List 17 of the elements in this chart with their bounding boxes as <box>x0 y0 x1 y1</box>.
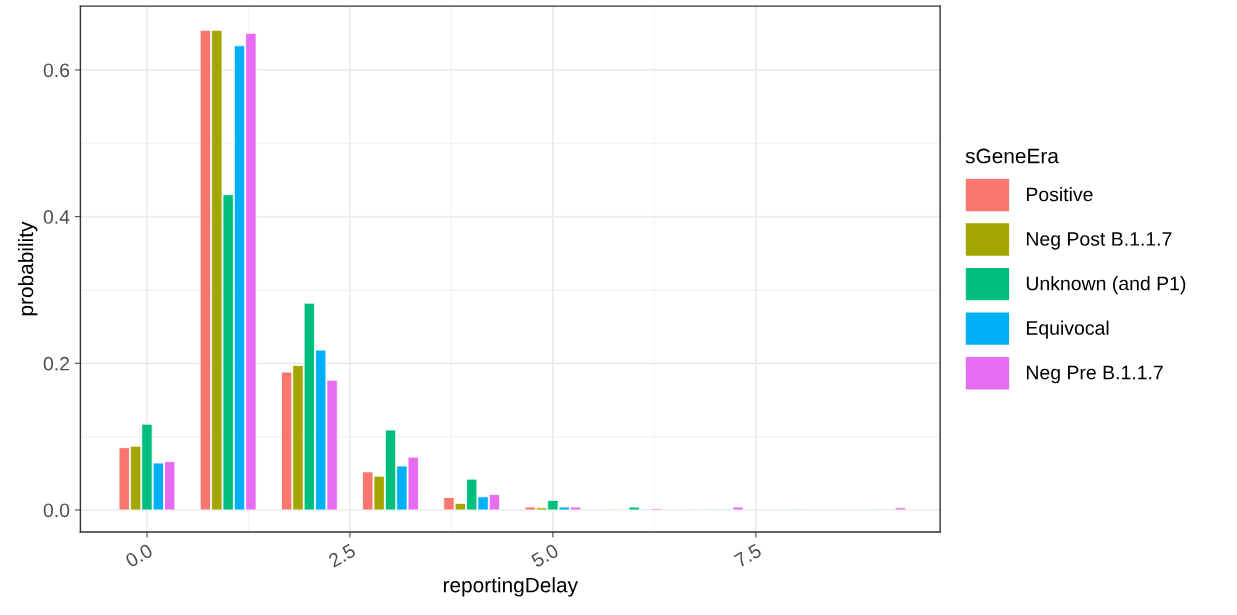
x-tick-label: 5.0 <box>530 543 560 568</box>
y-tick-label: 0.2 <box>43 356 70 371</box>
legend-title: sGeneEra <box>965 148 1059 164</box>
legend-label: Neg Post B.1.1.7 <box>1026 232 1172 250</box>
legend-label: Equivocal <box>1026 320 1109 339</box>
legend-label: Positive <box>1026 187 1093 202</box>
x-axis-title: reportingDelay <box>443 577 578 597</box>
bar <box>894 507 906 511</box>
y-tick-label: 0.0 <box>43 503 70 518</box>
x-tick-label: 0.0 <box>124 543 154 568</box>
y-tick-label: 0.6 <box>43 63 70 78</box>
x-tick-label: 7.5 <box>733 543 763 568</box>
y-tick-label: 0.4 <box>43 210 70 224</box>
x-tick-label: 2.5 <box>327 543 357 568</box>
legend-label: Unknown (and P1) <box>1026 276 1186 295</box>
legend-label: Neg Pre B.1.1.7 <box>1026 365 1163 384</box>
y-axis-title: probability <box>17 221 38 316</box>
